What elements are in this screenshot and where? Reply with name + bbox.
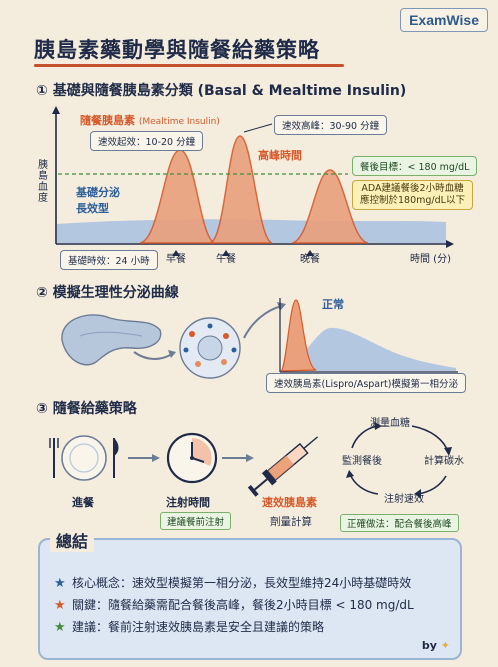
cycle-arrow-head-4 (374, 422, 382, 430)
secretion-caption: 速效胰島素(Lispro/Aspart)模擬第一相分泌 (266, 373, 466, 393)
section1-title: ① 基礎與隨餐胰島素分類 (Basal & Mealtime Insulin) (36, 83, 407, 99)
plate-icon (49, 435, 119, 481)
dinner-peak (291, 169, 369, 244)
step-arrow-1-head (152, 454, 160, 462)
summary-item-3: ★ 建議：餐前注射速效胰島素是安全且建議的策略 (54, 620, 325, 635)
basal-duration-chip: 基礎時效：24 小時 (60, 250, 158, 270)
lunch-marker (222, 250, 230, 256)
section2-title: ② 模擬生理性分泌曲線 (36, 285, 179, 301)
star-icon: ★ (54, 620, 66, 635)
x-axis-label: 時間 (分) (410, 254, 451, 265)
step-meal-title: 進餐 (72, 496, 94, 509)
islet-cell-icon (179, 317, 241, 379)
normal-label: 正常 (322, 298, 344, 311)
step-rapid-insulin-title: 速效胰島素 (262, 496, 317, 509)
cycle-arrow-head-2 (414, 489, 421, 498)
flow-arrow-1 (133, 351, 173, 360)
step-arrow-2-head (246, 454, 254, 462)
cycle-measure-glucose: 測量血糖 (370, 418, 410, 429)
title-underline (34, 64, 344, 67)
lightbulb-icon: ✦ (440, 639, 450, 652)
summary-title: 總結 (50, 528, 95, 552)
y-axis-arrow (52, 106, 60, 114)
summary-item-1: ★ 核心概念：速效型模擬第一相分泌，長效型維持24小時基礎時效 (54, 576, 412, 591)
basal-label-1: 基礎分泌 (76, 186, 120, 199)
peak-chip: 速效高峰：30-90 分鐘 (274, 115, 388, 135)
peak-time-label: 高峰時間 (258, 149, 302, 162)
page-title: 胰島素藥動學與隨餐給藥策略 (34, 38, 320, 62)
flow-arrow-1-head (168, 350, 176, 358)
breakfast-marker (172, 250, 180, 256)
pancreas-icon (61, 314, 162, 366)
cycle-inject-rapid: 注射速效 (384, 494, 424, 505)
star-icon: ★ (54, 598, 66, 613)
clock-icon (166, 432, 218, 484)
summary-box: 總結 ★ 核心概念：速效型模擬第一相分泌，長效型維持24小時基礎時效 ★ 關鍵：隨餐… (38, 528, 462, 660)
cycle-arrow-head-1 (444, 447, 452, 456)
step-injection-time-title: 注射時間 (166, 496, 210, 509)
peak-pointer (243, 123, 273, 133)
step-injection-time-tag: 建議餐前注射 (160, 512, 232, 530)
flow-arrow-2 (243, 305, 283, 339)
star-icon: ★ (54, 576, 66, 591)
secretion-mini-chart (279, 298, 458, 373)
cycle-calc-carbs: 計算碳水 (424, 456, 464, 467)
ada-chip: ADA建議餐後2小時血糖 應控制於180mg/dL以下 (352, 180, 473, 210)
dinner-marker (306, 250, 314, 256)
ada-line-1: ADA建議餐後2小時血糖 (361, 183, 464, 194)
mealtime-label: 隨餐胰島素 (Mealtime Insulin) (80, 114, 220, 127)
meal-lunch: 午餐 (216, 254, 236, 265)
onset-chip: 速效起效：10-20 分鐘 (90, 131, 204, 151)
basal-label-2: 長效型 (76, 202, 109, 215)
syringe-icon (247, 436, 319, 497)
x-axis-arrow (446, 240, 454, 248)
cycle-arrow-head-3 (346, 470, 354, 478)
section3-title: ③ 隨餐給藥策略 (36, 401, 137, 417)
summary-item-2: ★ 關鍵：隨餐給藥需配合餐後高峰，餐後2小時目標 < 180 mg/dL (54, 598, 414, 613)
cycle-monitor-postmeal: 監測餐後 (342, 456, 382, 467)
lunch-peak (209, 135, 273, 244)
brand-logo: ExamWise (400, 8, 488, 32)
step-dose-calc: 劑量計算 (270, 516, 312, 528)
meal-dinner: 晚餐 (300, 254, 320, 265)
y-axis-label: 胰島血度 (38, 160, 48, 204)
author-credit: by ✦ (421, 639, 450, 652)
ada-line-2: 應控制於180mg/dL以下 (360, 195, 465, 206)
target-chip: 餐後目標：< 180 mg/dL (352, 156, 478, 176)
flow-arrow-2-head (277, 302, 286, 311)
meal-breakfast: 早餐 (166, 254, 186, 265)
correct-practice-tag: 正確做法：配合餐後高峰 (340, 514, 459, 532)
